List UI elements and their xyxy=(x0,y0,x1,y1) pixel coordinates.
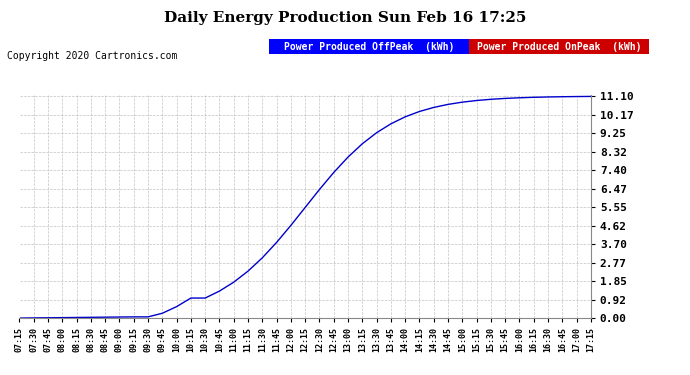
Text: Copyright 2020 Cartronics.com: Copyright 2020 Cartronics.com xyxy=(7,51,177,61)
Text: Power Produced OffPeak  (kWh): Power Produced OffPeak (kWh) xyxy=(284,42,454,52)
Text: Power Produced OnPeak  (kWh): Power Produced OnPeak (kWh) xyxy=(477,42,641,52)
Text: Daily Energy Production Sun Feb 16 17:25: Daily Energy Production Sun Feb 16 17:25 xyxy=(164,11,526,25)
